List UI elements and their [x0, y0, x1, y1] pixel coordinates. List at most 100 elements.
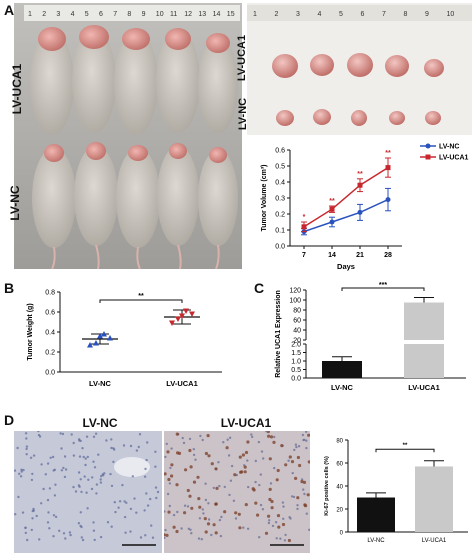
top-row-mice	[30, 25, 238, 135]
cell-nucleus	[296, 504, 299, 507]
cell-nucleus	[283, 539, 287, 542]
cell-nucleus	[291, 471, 294, 475]
ki67-positive-nucleus	[164, 472, 167, 476]
y-tick-label: 0.5	[291, 367, 301, 374]
cell-nucleus	[20, 470, 23, 473]
mice-label-bottom: LV-NC	[8, 185, 22, 221]
ki67-positive-nucleus	[206, 522, 211, 526]
cell-nucleus	[289, 517, 292, 520]
cell-nucleus	[279, 537, 282, 540]
cell-nucleus	[117, 506, 120, 509]
cell-nucleus	[85, 491, 88, 494]
cell-nucleus	[182, 441, 186, 445]
ruler-number: 5	[339, 11, 343, 18]
cell-nucleus	[190, 532, 193, 535]
cell-nucleus	[258, 483, 261, 487]
cell-nucleus	[72, 454, 76, 457]
cell-nucleus	[219, 534, 223, 538]
cell-nucleus	[290, 495, 294, 498]
cell-nucleus	[110, 484, 114, 488]
cell-nucleus	[201, 438, 204, 442]
tumor-photo: 1 2 3 4 5 6 7 8 9 10	[247, 3, 472, 135]
cell-nucleus	[58, 529, 61, 532]
ruler-number: 6	[361, 11, 365, 18]
cell-nucleus	[271, 524, 275, 528]
bar-LV-UCA1-lower	[404, 344, 444, 378]
cell-nucleus	[25, 445, 29, 448]
cell-nucleus	[110, 446, 113, 450]
cell-nucleus	[122, 444, 126, 447]
cell-nucleus	[46, 498, 50, 502]
cell-nucleus	[226, 438, 229, 441]
cell-nucleus	[176, 510, 179, 514]
cell-nucleus	[79, 511, 83, 514]
ruler-number: 4	[71, 11, 75, 18]
cell-nucleus	[154, 450, 157, 453]
cell-nucleus	[137, 445, 140, 449]
ki67-positive-nucleus	[207, 454, 211, 458]
cell-nucleus	[82, 455, 85, 459]
panel-letter-c: C	[254, 280, 265, 296]
cell-nucleus	[223, 485, 226, 489]
cell-nucleus	[218, 484, 221, 488]
cell-nucleus	[105, 439, 108, 442]
cell-nucleus	[46, 521, 50, 524]
cell-nucleus	[302, 488, 305, 491]
significance-bracket	[375, 448, 435, 453]
cell-nucleus	[38, 538, 41, 541]
cell-nucleus	[54, 515, 58, 519]
cell-nucleus	[110, 438, 113, 441]
cell-nucleus	[296, 507, 299, 511]
cell-nucleus	[156, 490, 160, 494]
ruler-number: 1	[253, 11, 257, 18]
tumor-label-bottom: LV-NC	[237, 97, 249, 131]
cell-nucleus	[301, 433, 305, 437]
y-tick-label: 0.1	[275, 228, 285, 235]
cell-nucleus	[30, 528, 33, 532]
cell-nucleus	[259, 473, 262, 476]
y-tick-label: 0.4	[45, 330, 55, 337]
ruler-number: 9	[425, 11, 429, 18]
ki67-positive-nucleus	[214, 502, 218, 506]
ki67-positive-nucleus	[288, 455, 292, 459]
cell-nucleus	[198, 517, 202, 520]
ki67-positive-nucleus	[175, 483, 179, 487]
cell-nucleus	[63, 475, 67, 479]
ki67-positive-nucleus	[176, 451, 180, 455]
cell-nucleus	[194, 458, 197, 461]
significance-marker: **	[138, 293, 144, 300]
x-axis-label: Days	[337, 262, 355, 271]
ki67-positive-nucleus	[267, 514, 271, 518]
ruler-number: 10	[156, 11, 164, 18]
cell-nucleus	[53, 494, 57, 497]
ki67-positive-nucleus	[184, 468, 188, 472]
y-tick-label: 40	[293, 328, 301, 335]
cell-nucleus	[17, 495, 20, 499]
cell-nucleus	[292, 495, 296, 499]
cell-nucleus	[282, 505, 285, 508]
cell-nucleus	[129, 507, 133, 511]
y-tick-label: 20	[293, 338, 301, 345]
cell-nucleus	[273, 435, 276, 439]
cell-nucleus	[229, 479, 233, 482]
legend-label: LV-UCA1	[439, 155, 469, 162]
cell-nucleus	[92, 521, 95, 524]
cell-nucleus	[199, 434, 202, 438]
data-point	[385, 165, 391, 171]
significance-bracket	[341, 287, 425, 291]
ihc-nc-texture	[14, 431, 162, 553]
x-tick-label: 28	[384, 252, 392, 259]
cell-nucleus	[99, 481, 103, 484]
cell-nucleus	[281, 501, 285, 504]
ki67-positive-nucleus	[170, 463, 174, 467]
cell-nucleus	[294, 443, 298, 446]
legend-marker	[425, 154, 431, 160]
cell-nucleus	[267, 521, 271, 525]
ki67-positive-nucleus	[243, 465, 247, 469]
ruler-number: 14	[213, 11, 221, 18]
cell-nucleus	[172, 513, 176, 517]
data-point	[329, 206, 335, 212]
ki67-positive-nucleus	[192, 480, 197, 484]
cell-nucleus	[254, 459, 257, 463]
x-tick-label: 7	[302, 252, 306, 259]
